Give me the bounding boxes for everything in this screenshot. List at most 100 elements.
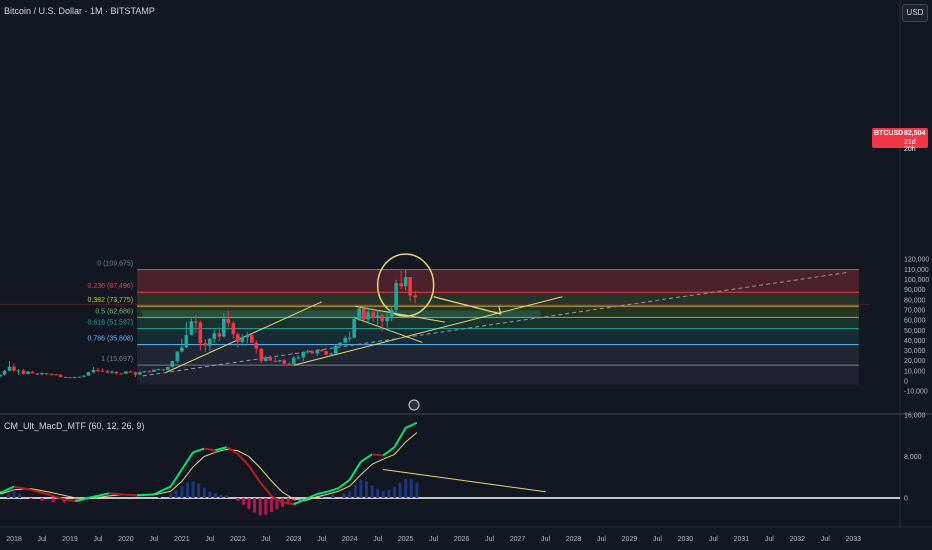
time-tick-label: 2023 (286, 536, 302, 543)
macd-histogram-bar (85, 496, 89, 498)
macd-histogram-bar (40, 498, 44, 502)
candle (319, 350, 324, 352)
macd-line-segment (282, 501, 294, 506)
event-marker-icon (408, 399, 420, 411)
candle (86, 372, 91, 376)
macd-histogram-bar (241, 498, 245, 505)
symbol-title: Bitcoin / U.S. Dollar · 1M · BITSTAMP (4, 6, 155, 16)
macd-line-segment (348, 461, 362, 481)
macd-histogram-bar (392, 487, 396, 498)
macd-histogram-bar (169, 493, 173, 498)
candle (352, 318, 356, 338)
candle (119, 373, 124, 375)
macd-histogram-bar (174, 490, 178, 498)
candle (40, 373, 44, 375)
macd-histogram-bar (180, 486, 184, 498)
macd-histogram-bar (364, 481, 368, 498)
candle (58, 374, 63, 377)
candle (366, 312, 370, 320)
candle (315, 350, 320, 354)
time-tick-label: 2021 (174, 536, 190, 543)
candle (110, 371, 114, 373)
candle (152, 369, 156, 372)
candle (343, 338, 348, 343)
candle (16, 370, 21, 372)
macd-line-segment (315, 490, 328, 496)
macd-histogram-bar (292, 498, 296, 502)
macd-histogram-bar (208, 491, 212, 498)
fib-level-label: 0.5 (62,686) (95, 308, 133, 315)
time-tick-label: Jul (429, 536, 438, 543)
macd-histogram-bar (74, 498, 78, 502)
macd-histogram-bar (213, 493, 217, 498)
macd-line-segment (120, 493, 138, 497)
candle (310, 351, 315, 354)
time-tick-label: Jul (597, 536, 606, 543)
fib-level-label: 1 (15,697) (101, 356, 133, 363)
indicator-title[interactable]: CM_Ult_MacD_MTF (60, 12, 26, 9) (4, 421, 145, 431)
macd-line-segment (337, 479, 351, 489)
candle (291, 357, 296, 365)
candle (72, 377, 77, 379)
time-tick-label: Jul (709, 536, 718, 543)
last-price-label: BTCUSD 82,504 21d 20h (872, 128, 928, 153)
candle (333, 345, 338, 354)
candle (245, 334, 250, 338)
macd-histogram-bar (398, 482, 402, 498)
candle (263, 357, 268, 361)
candle (161, 369, 166, 371)
candle (156, 369, 161, 371)
candle (385, 316, 389, 322)
price-tick-label: 90,000 (904, 287, 926, 294)
candle (259, 348, 264, 361)
candle (236, 334, 240, 342)
macd-line-segment (47, 493, 65, 501)
candle (133, 372, 138, 375)
candle (249, 334, 254, 343)
time-tick-label: Jul (821, 536, 830, 543)
candle (114, 371, 119, 374)
macd-histogram-bar (409, 479, 413, 498)
candle (194, 321, 198, 323)
macd-histogram-bar (191, 481, 195, 498)
projection-arrowhead (493, 305, 502, 315)
macd-line-segment (2, 485, 15, 493)
trendline-pennant-lower (355, 317, 423, 343)
candle (413, 295, 417, 298)
candle (170, 361, 175, 367)
macd-histogram-bar (202, 487, 206, 498)
candle (203, 343, 208, 346)
price-tick-label: 100,000 (904, 277, 929, 284)
macd-histogram-bar (348, 491, 352, 498)
macd-line-segment (192, 447, 205, 454)
candle (375, 315, 380, 318)
time-tick-label: 2030 (678, 536, 694, 543)
candle (296, 357, 301, 359)
time-tick-label: 2026 (454, 536, 470, 543)
candle (44, 373, 49, 375)
trendline-support (293, 296, 563, 366)
candle (68, 377, 72, 379)
candle (217, 333, 222, 337)
time-tick-label: Jul (485, 536, 494, 543)
macd-line-segment (137, 493, 154, 497)
macd-line-segment (360, 453, 373, 463)
candle (35, 373, 40, 375)
fib-zone (137, 344, 859, 366)
candle (77, 376, 82, 378)
macd-signal-line (0, 432, 418, 502)
last-price-countdown: 21d 20h (904, 139, 916, 153)
candle (254, 342, 259, 349)
price-tick-label: 0 (904, 379, 908, 386)
price-tick-label: 80,000 (904, 297, 926, 304)
currency-button[interactable]: USD (902, 4, 928, 22)
macd-histogram-bar (269, 498, 273, 513)
time-tick-label: Jul (541, 536, 550, 543)
time-tick-label: 2022 (230, 536, 246, 543)
macd-histogram-bar (331, 494, 335, 498)
fib-zone (137, 292, 859, 307)
macd-line-segment (270, 495, 284, 504)
candle (124, 371, 128, 374)
macd-line-segment (92, 492, 110, 498)
